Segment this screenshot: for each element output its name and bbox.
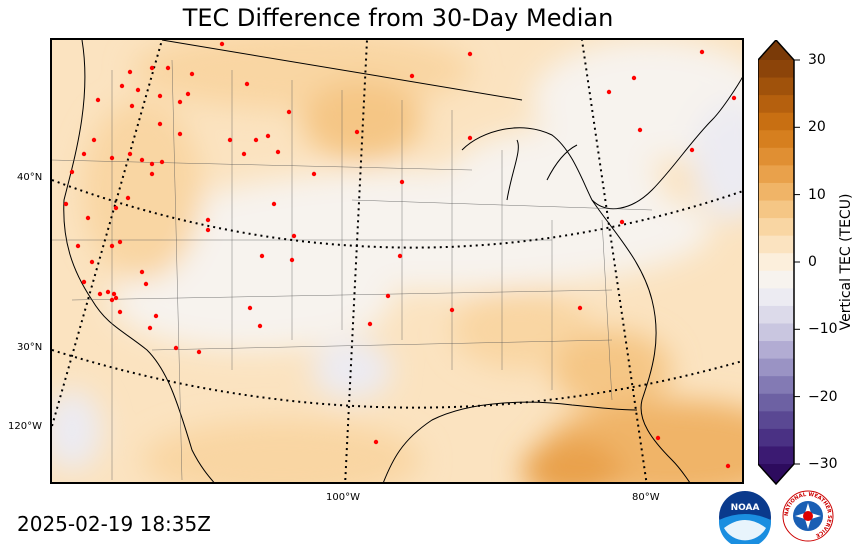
- colorbar-segment: [758, 305, 794, 324]
- colorbar-segment: [758, 411, 794, 430]
- colorbar-segment: [758, 147, 794, 166]
- tec-map-canvas: [52, 40, 742, 482]
- nws-logo: NATIONAL WEATHER SERVICE: [782, 490, 834, 542]
- lon-label-100w: 100°W: [326, 492, 360, 503]
- colorbar-segment: [758, 60, 794, 79]
- state-borders: [52, 59, 653, 481]
- timestamp: 2025-02-19 18:35Z: [17, 512, 211, 536]
- colorbar-segment: [758, 288, 794, 307]
- colorbar-tick-label: 10: [808, 187, 826, 203]
- lon-label-120w: 120°W: [8, 421, 42, 432]
- colorbar-tick-marks: [794, 59, 800, 465]
- colorbar-tick-label: 30: [808, 52, 826, 68]
- colorbar-tick-label: 20: [808, 119, 826, 135]
- colorbar-segment: [758, 376, 794, 395]
- colorbar-segment: [758, 323, 794, 342]
- colorbar-segment: [758, 393, 794, 412]
- noaa-logo: NOAA: [719, 491, 771, 544]
- colorbar-tick-label: 0: [808, 254, 817, 270]
- lat-label-30n: 30°N: [17, 342, 43, 353]
- colorbar-segment: [758, 112, 794, 131]
- colorbar-tick-label: −20: [808, 389, 838, 405]
- lon-label-80w: 80°W: [632, 492, 660, 503]
- colorbar-extend-min: [758, 464, 794, 484]
- colorbar-segments: [758, 40, 794, 484]
- colorbar-segment: [758, 253, 794, 272]
- colorbar: [758, 40, 800, 486]
- noaa-logo-text: NOAA: [731, 503, 760, 513]
- colorbar-segment: [758, 77, 794, 96]
- colorbar-segment: [758, 235, 794, 254]
- colorbar-segment: [758, 182, 794, 202]
- colorbar-segment: [758, 130, 794, 149]
- colorbar-label: Vertical TEC (TECU): [838, 193, 854, 331]
- colorbar-segment: [758, 358, 794, 377]
- station-markers: [63, 41, 737, 469]
- colorbar-segment: [758, 270, 794, 289]
- colorbar-segment: [758, 428, 794, 447]
- colorbar-extend-max: [758, 40, 794, 60]
- colorbar-tick-label: −10: [808, 321, 838, 337]
- lat-label-40n: 40°N: [17, 172, 43, 183]
- colorbar-tick-label: −30: [808, 456, 838, 472]
- tec-map: [50, 38, 744, 484]
- map-title: TEC Difference from 30-Day Median: [182, 4, 614, 32]
- colorbar-segment: [758, 165, 794, 184]
- colorbar-segment: [758, 95, 794, 114]
- graticule: [52, 40, 742, 482]
- colorbar-segment: [758, 200, 794, 219]
- colorbar-segment: [758, 218, 794, 237]
- colorbar-segment: [758, 341, 794, 360]
- colorbar-segment: [758, 446, 794, 465]
